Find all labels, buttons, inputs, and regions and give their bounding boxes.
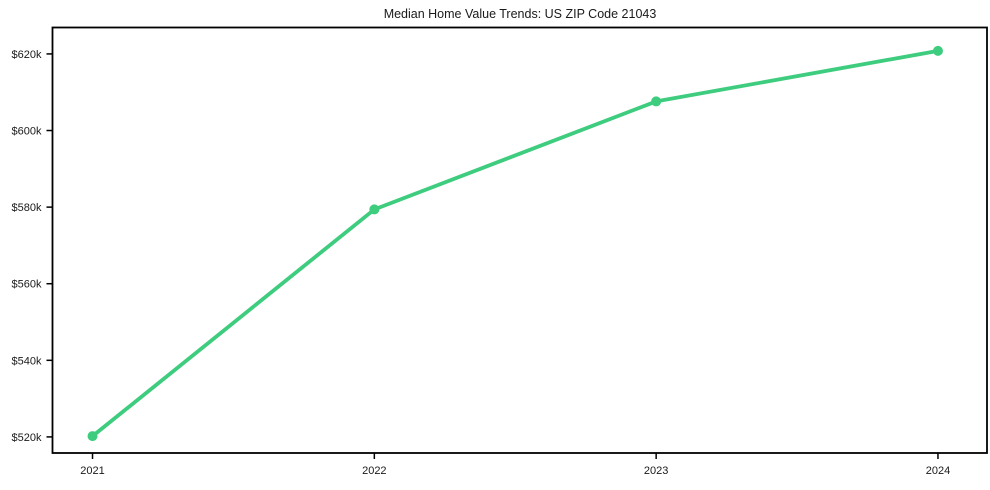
chart-title: Median Home Value Trends: US ZIP Code 21…	[383, 7, 657, 21]
x-tick-label: 2023	[644, 465, 668, 477]
plot-border	[51, 26, 988, 454]
y-tick-label: $620k	[12, 49, 42, 61]
data-point-marker	[651, 96, 662, 107]
data-point-marker	[369, 204, 380, 215]
y-tick-label: $520k	[12, 432, 42, 444]
y-tick-label: $600k	[12, 126, 42, 138]
x-tick-label: 2021	[80, 465, 104, 477]
data-point-marker	[932, 45, 943, 56]
y-tick-label: $540k	[12, 355, 42, 367]
y-tick-label: $560k	[12, 279, 42, 291]
x-tick-label: 2022	[362, 465, 386, 477]
x-tick-label: 2024	[926, 465, 950, 477]
data-point-marker	[87, 431, 98, 442]
trend-line	[90, 48, 940, 439]
y-tick-label: $580k	[12, 202, 42, 214]
